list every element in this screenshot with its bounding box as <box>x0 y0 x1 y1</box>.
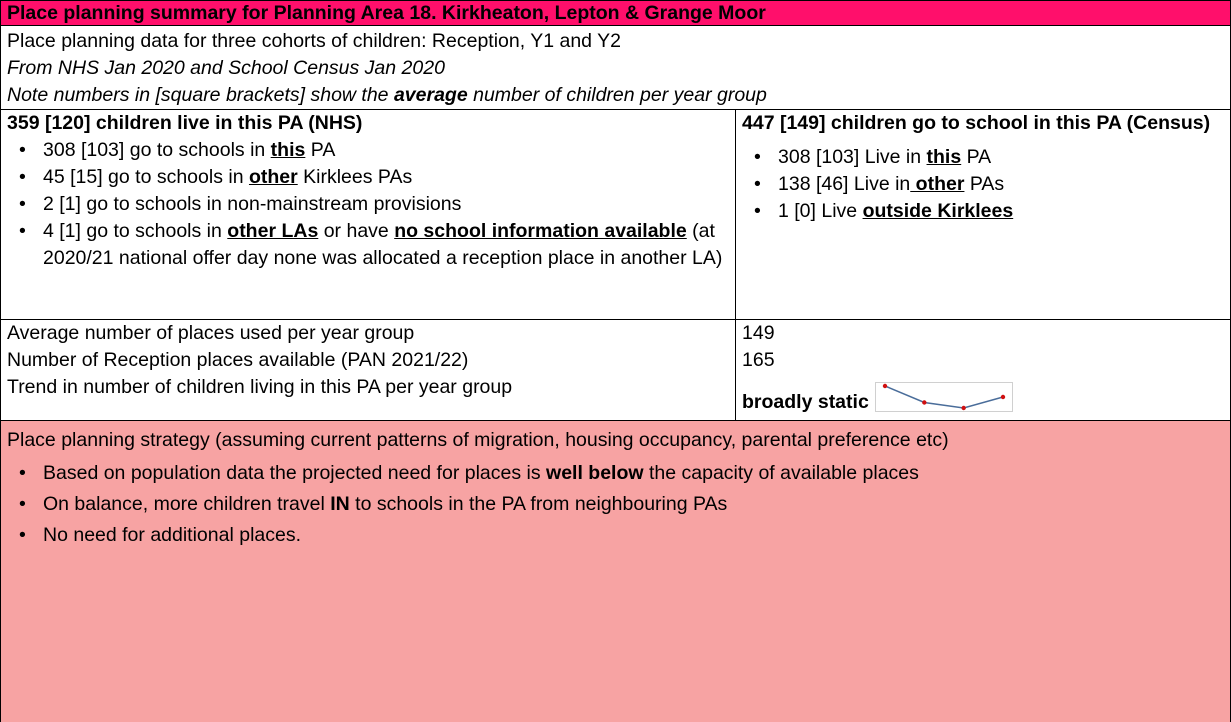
text: average <box>393 84 468 106</box>
strategy: Place planning strategy (assuming curren… <box>1 421 1230 722</box>
stat-label: Average number of places used per year g… <box>7 322 415 344</box>
intro-line: Note numbers in [square brackets] show t… <box>7 82 1224 109</box>
sparkline-frame <box>874 382 1013 412</box>
text: 308 [103] Live in <box>778 146 927 168</box>
stat-label: Number of Reception places available (PA… <box>7 349 469 371</box>
strategy-heading: Place planning strategy (assuming curren… <box>7 429 949 451</box>
text: this <box>926 146 962 168</box>
bullet: 308 [103] Live in this PA <box>754 144 1224 171</box>
sparkline-point <box>1000 394 1005 400</box>
list: Based on population data the projected n… <box>7 460 1224 549</box>
stat-value: 149 <box>742 322 775 344</box>
bullet: 308 [103] go to schools in this PA <box>19 137 729 164</box>
text: Based on population data the projected n… <box>43 462 547 484</box>
text: no school information available <box>394 220 687 242</box>
sparkline-point <box>921 400 927 405</box>
text: Note numbers in [square brackets] show t… <box>7 84 394 106</box>
text: 4 [1] go to schools in <box>43 220 228 242</box>
title: Place planning summary for Planning Area… <box>1 0 1230 26</box>
bullet: No need for additional places. <box>19 522 1224 549</box>
text: PA <box>961 146 992 168</box>
bullet: On balance, more children travel IN to s… <box>19 491 1224 518</box>
text: No need for additional places. <box>43 524 302 546</box>
heading: 447 [149] children go to school in this … <box>742 112 1211 134</box>
intro-line: From NHS Jan 2020 and School Census Jan … <box>7 57 445 79</box>
stats-values: 149 165 broadly static <box>736 320 1230 420</box>
text: 138 [46] Live in <box>778 173 911 195</box>
bullet: 138 [46] Live in other PAs <box>754 171 1224 198</box>
text: outside Kirklees <box>862 200 1014 222</box>
intro-line: Place planning data for three cohorts of… <box>7 30 621 52</box>
bullet: 45 [15] go to schools in other Kirklees … <box>19 164 729 191</box>
text: (at 2020/21 national offer day none was … <box>43 220 723 269</box>
trend: broadly static <box>742 382 1224 416</box>
text: other <box>910 173 965 195</box>
sparkline-point <box>961 405 966 411</box>
bullet: 2 [1] go to schools in non-mainstream pr… <box>19 191 729 218</box>
bullet: 1 [0] Live outside Kirklees <box>754 198 1224 225</box>
text: other LAs <box>227 220 319 242</box>
list: 308 [103] Live in this PA 138 [46] Live … <box>742 144 1224 225</box>
text: PA <box>305 139 336 161</box>
stat-value: 165 <box>742 349 775 371</box>
sparkline-line <box>884 385 1003 409</box>
stats-labels: Average number of places used per year g… <box>1 320 736 420</box>
text: other <box>248 166 298 188</box>
sparkline <box>874 382 1013 412</box>
flows: 359 [120] children live in this PA (NHS)… <box>1 110 1230 320</box>
right-cell: 447 [149] children go to school in this … <box>736 110 1230 319</box>
text: IN <box>330 493 350 515</box>
text: 1 [0] Live <box>778 200 863 222</box>
text: Kirklees PAs <box>297 166 413 188</box>
text: to schools in the PA from neighbouring P… <box>349 493 728 515</box>
left-cell: 359 [120] children live in this PA (NHS)… <box>1 110 736 319</box>
text: this <box>270 139 306 161</box>
text: the capacity of available places <box>643 462 919 484</box>
heading: 359 [120] children live in this PA (NHS) <box>7 112 363 134</box>
text: On balance, more children travel <box>43 493 331 515</box>
bullet: 4 [1] go to schools in other LAs or have… <box>19 218 729 272</box>
bullet: Based on population data the projected n… <box>19 460 1224 487</box>
text: 45 [15] go to schools in <box>43 166 249 188</box>
list: 308 [103] go to schools in this PA 45 [1… <box>7 137 729 272</box>
text: well below <box>546 462 644 484</box>
stats: Average number of places used per year g… <box>1 320 1230 421</box>
intro: Place planning data for three cohorts of… <box>1 26 1230 110</box>
stat-value: broadly static <box>742 391 869 413</box>
sparkline-point <box>882 383 887 389</box>
text: PAs <box>964 173 1005 195</box>
text: 308 [103] go to schools in <box>43 139 271 161</box>
text: 2 [1] go to schools in non-mainstream pr… <box>43 193 462 215</box>
stat-label: Trend in number of children living in th… <box>7 376 513 398</box>
text: number of children per year group <box>467 84 767 106</box>
text: or have <box>318 220 395 242</box>
